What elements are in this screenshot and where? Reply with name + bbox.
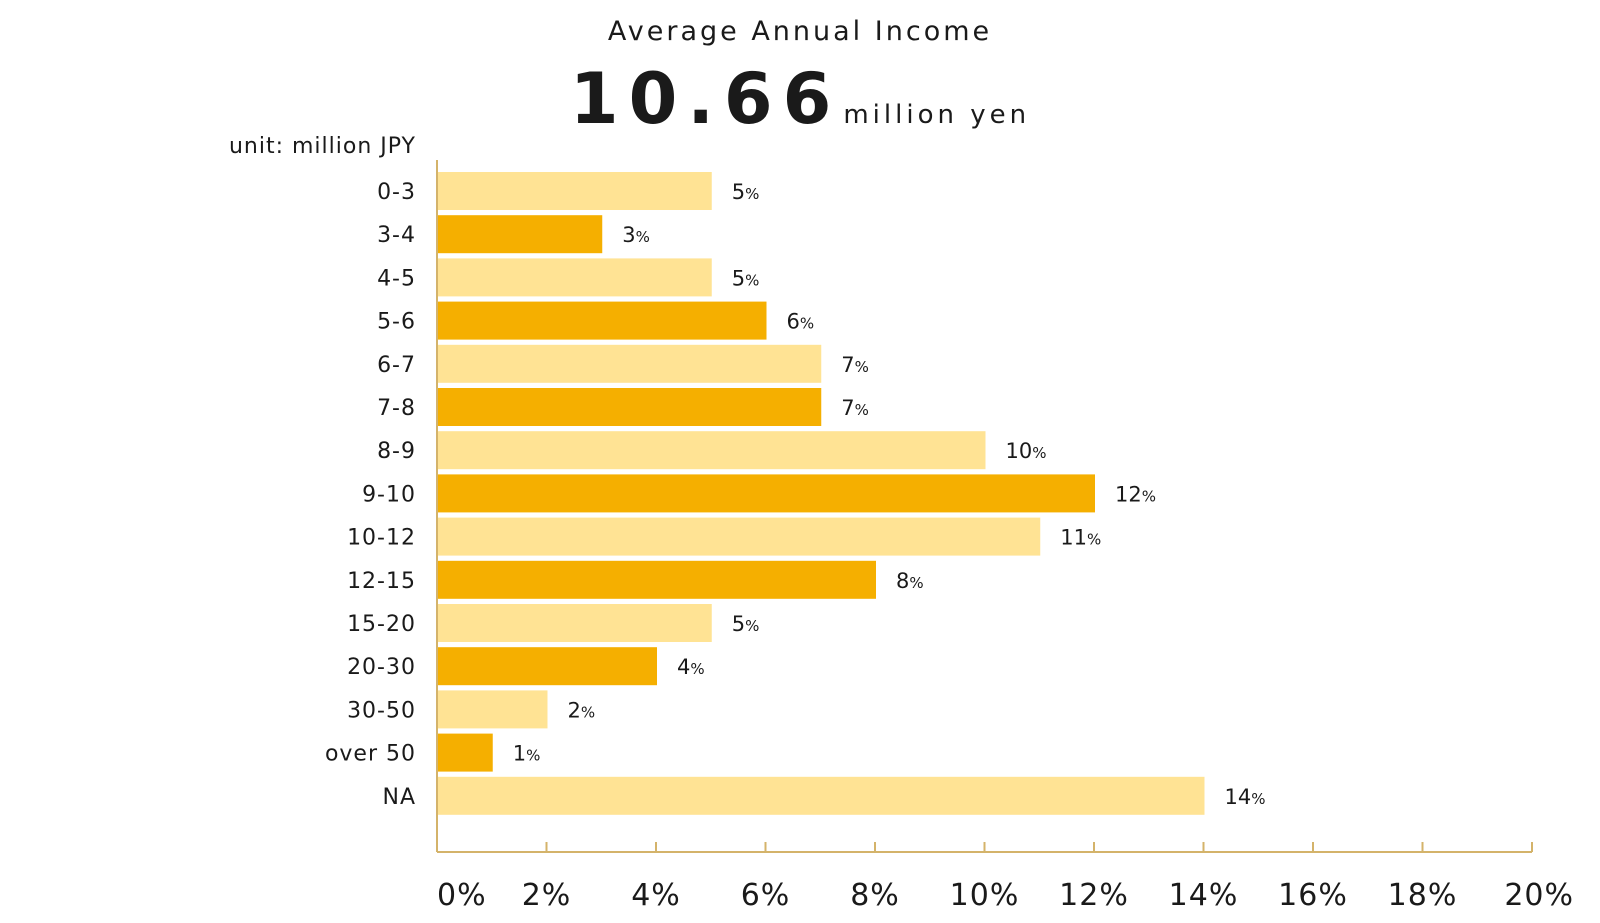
bar (438, 431, 986, 470)
x-tick-label: 16% (1278, 878, 1348, 913)
bar (438, 776, 1205, 815)
value-label: 4% (677, 655, 705, 679)
bar (438, 647, 657, 686)
value-label: 10% (1006, 439, 1047, 463)
value-label: 5% (732, 266, 760, 290)
bar (438, 560, 876, 599)
category-label: 15-20 (347, 612, 416, 637)
value-label: 1% (513, 742, 541, 766)
category-label: 3-4 (377, 223, 416, 248)
category-label: 5-6 (377, 310, 416, 335)
value-label: 6% (787, 310, 815, 334)
bar (438, 172, 712, 210)
average-income-value: 10.66 (569, 58, 842, 140)
x-tick-label: 8% (850, 878, 900, 913)
value-label: 7% (841, 353, 869, 377)
value-label: 3% (622, 223, 650, 247)
category-label: NA (382, 785, 416, 810)
value-label: 11% (1060, 526, 1101, 550)
category-label: 20-30 (347, 655, 416, 680)
bar (438, 215, 603, 254)
x-tick-label: 18% (1388, 878, 1458, 913)
x-tick-label: 2% (522, 878, 572, 913)
value-label: 8% (896, 569, 924, 593)
value-label: 2% (568, 698, 596, 722)
value-label: 7% (841, 396, 869, 420)
value-label: 5% (732, 612, 760, 636)
bar (438, 474, 1095, 513)
value-label: 14% (1225, 785, 1266, 809)
category-label: 10-12 (347, 526, 416, 551)
bar (438, 733, 493, 772)
bar (438, 690, 548, 729)
x-tick-label: 20% (1504, 878, 1574, 913)
x-tick-label: 0% (437, 878, 487, 913)
headline-value: 10.66million yen (0, 58, 1600, 140)
bar (438, 258, 712, 297)
x-tick-label: 4% (631, 878, 681, 913)
category-label: 12-15 (347, 569, 416, 594)
value-label: 12% (1115, 482, 1156, 506)
category-label: 8-9 (377, 439, 416, 464)
bar (438, 388, 822, 426)
value-label: 5% (732, 180, 760, 204)
bar (438, 604, 712, 642)
x-tick-label: 6% (741, 878, 791, 913)
x-tick-label: 10% (950, 878, 1020, 913)
x-tick-label: 14% (1169, 878, 1239, 913)
bar (438, 301, 767, 340)
category-label: 9-10 (362, 482, 416, 507)
bar (438, 344, 822, 383)
average-income-unit: million yen (843, 100, 1031, 130)
category-label: 7-8 (377, 396, 416, 421)
category-label: 0-3 (377, 180, 416, 205)
x-tick-label: 12% (1059, 878, 1129, 913)
category-label: over 50 (325, 742, 416, 767)
category-label: 4-5 (377, 266, 416, 291)
unit-label: unit: million JPY (228, 134, 416, 159)
chart-title: Average Annual Income (607, 16, 993, 47)
category-label: 30-50 (347, 698, 416, 723)
category-label: 6-7 (377, 353, 416, 378)
bar (438, 517, 1041, 556)
